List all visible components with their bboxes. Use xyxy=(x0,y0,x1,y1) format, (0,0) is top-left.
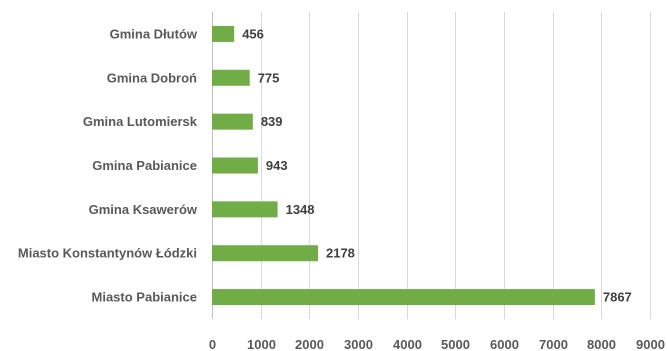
bar xyxy=(212,201,278,218)
x-tick-label: 3000 xyxy=(344,337,373,351)
x-tick-label: 5000 xyxy=(441,337,470,351)
data-label: 839 xyxy=(261,114,283,129)
data-label: 7867 xyxy=(603,290,632,305)
x-tick-label: 1000 xyxy=(247,337,276,351)
x-tick-label: 4000 xyxy=(393,337,422,351)
data-label: 456 xyxy=(242,26,264,41)
bars xyxy=(212,25,595,306)
bar xyxy=(212,69,250,86)
data-label: 1348 xyxy=(286,202,315,217)
category-label: Gmina Dłutów xyxy=(110,26,198,41)
x-tick-label: 6000 xyxy=(490,337,519,351)
data-label: 775 xyxy=(258,70,280,85)
category-label: Gmina Lutomiersk xyxy=(83,114,198,129)
category-label: Gmina Pabianice xyxy=(92,158,197,173)
data-label: 943 xyxy=(266,158,288,173)
bar xyxy=(212,25,235,42)
bar xyxy=(212,113,253,130)
data-labels: 456 775 839 943 1348 2178 7867 xyxy=(242,26,632,304)
gridlines xyxy=(212,12,651,319)
x-tick-label: 0 xyxy=(209,337,216,351)
category-label: Gmina Ksawerów xyxy=(89,202,198,217)
x-tick-label: 7000 xyxy=(539,337,568,351)
bar xyxy=(212,289,595,306)
data-label: 2178 xyxy=(326,246,355,261)
x-tick-label: 8000 xyxy=(587,337,616,351)
x-axis-ticks: 0 1000 2000 3000 4000 5000 6000 7000 8000 9000 xyxy=(209,337,665,351)
category-label: Gmina Dobroń xyxy=(107,70,197,85)
category-label: Miasto Pabianice xyxy=(92,290,197,305)
category-label: Miasto Konstantynów Łódzki xyxy=(18,246,197,261)
bar xyxy=(212,157,258,174)
bar xyxy=(212,245,318,262)
category-labels: Gmina Dłutów Gmina Dobroń Gmina Lutomiersk… xyxy=(18,26,198,304)
x-tick-label: 2000 xyxy=(295,337,324,351)
x-tick-label: 9000 xyxy=(636,337,665,351)
